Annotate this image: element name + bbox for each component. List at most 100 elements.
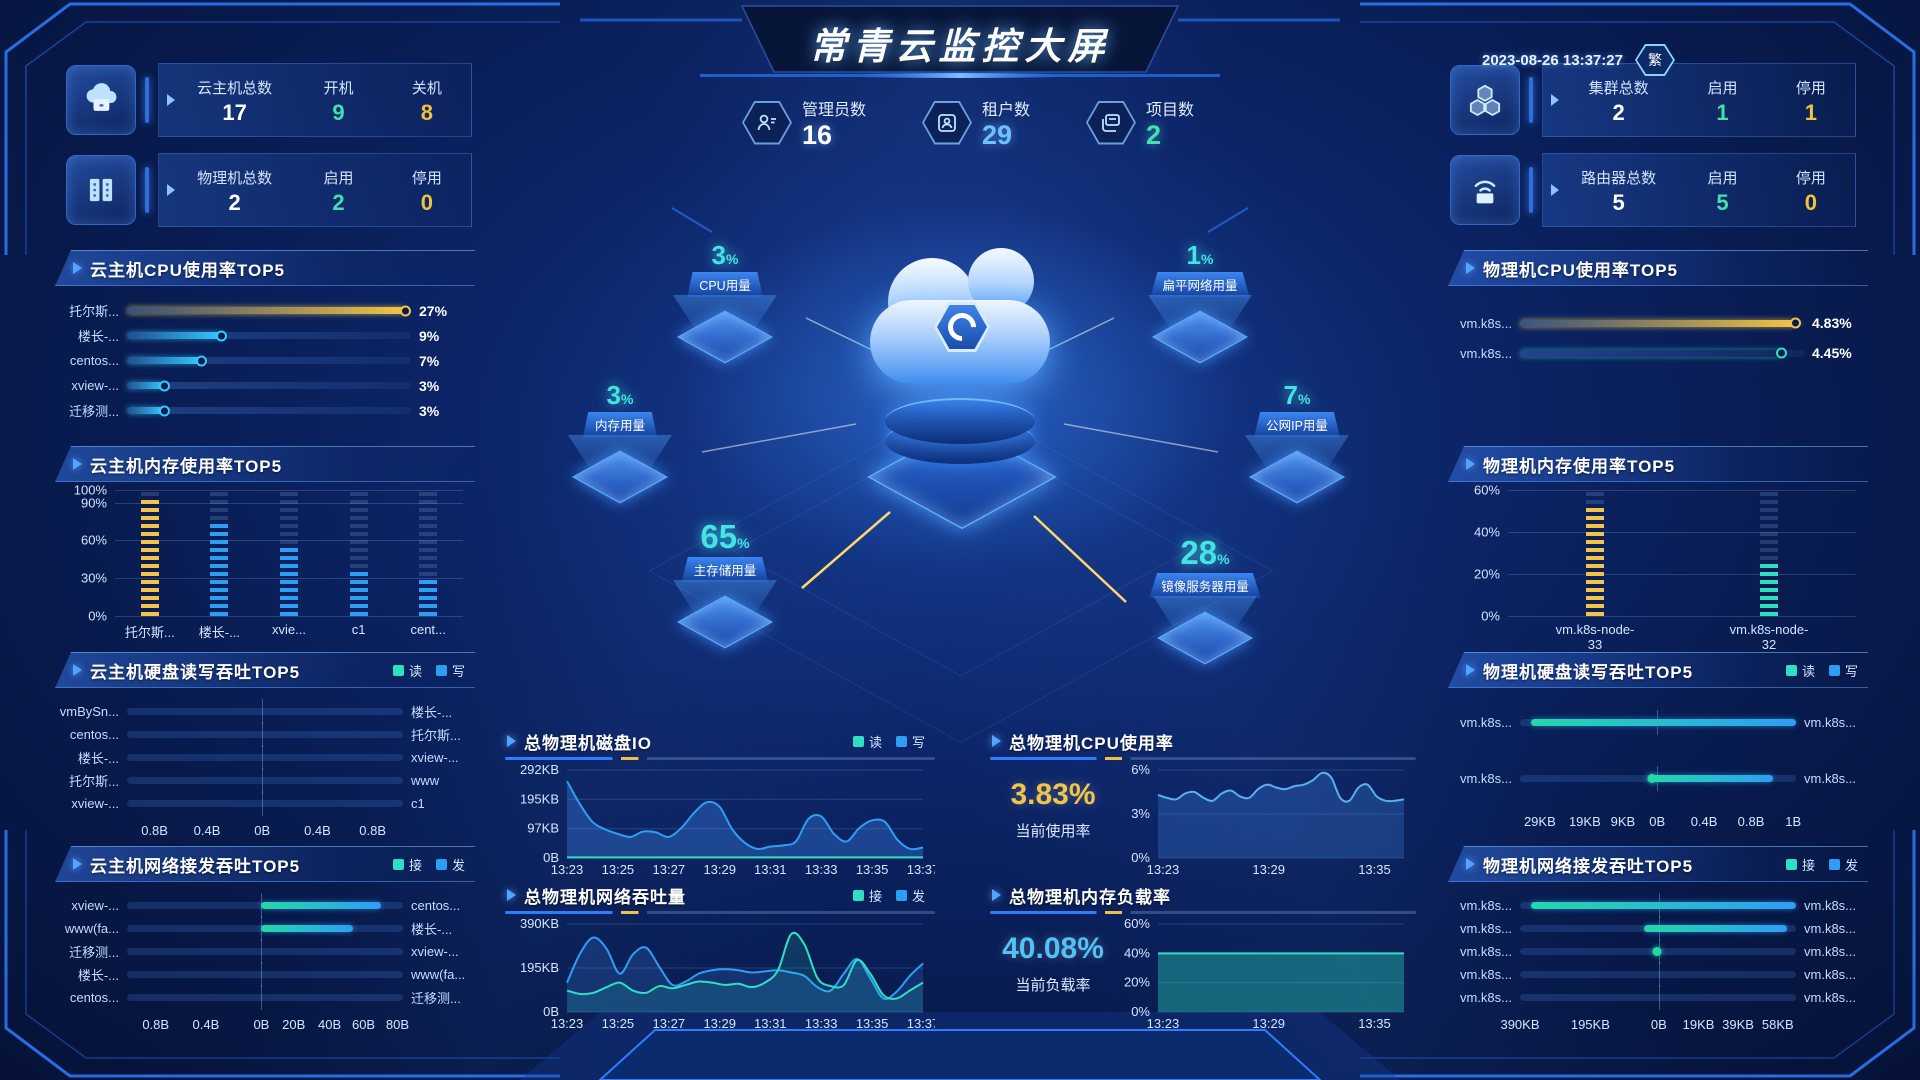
bar-label: xview-... xyxy=(71,378,119,393)
bar-value: 3% xyxy=(419,377,440,394)
chevron-icon xyxy=(1466,262,1475,274)
axis-tick: 19KB xyxy=(1568,814,1601,829)
stat-card-routers[interactable]: 路由器总数 5 启用 5 停用 0 xyxy=(1450,152,1856,228)
chart-body: vm.k8s... 4.83% vm.k8s... 4.45% xyxy=(1448,286,1868,408)
y-tick-label: 100% xyxy=(73,482,107,498)
bar-row: vm.k8s... 4.83% xyxy=(1448,308,1868,338)
axis-tick: 0.4B xyxy=(304,823,331,838)
bar-fill xyxy=(1644,925,1787,932)
left-label: 楼长-... xyxy=(77,751,119,766)
chart-total-cpu-usage: 总物理机CPU使用率 3.83% 当前使用率 6% 3% 0% 13:23 13:29 1… xyxy=(990,728,1416,880)
bar-track xyxy=(127,768,403,793)
axis: 390KB 195KB 0B 19KB 39KB 58KB xyxy=(1500,1017,1796,1037)
bar-row: vmBySn... 楼长-... xyxy=(55,699,475,724)
bar-fill xyxy=(127,330,227,341)
bar-track xyxy=(1520,916,1796,941)
chart-body: vmBySn... 楼长-... centos... 托尔斯... 楼长-... xvie… xyxy=(55,688,475,840)
svg-text:6%: 6% xyxy=(1131,762,1150,777)
bar-track xyxy=(127,722,403,747)
usage-label: 内存用量 xyxy=(582,412,657,437)
bar-label: 迁移测... xyxy=(69,404,119,419)
stat-value: 2 xyxy=(228,189,241,215)
svg-text:13:27: 13:27 xyxy=(653,862,686,877)
axis-tick: 0B xyxy=(254,823,271,838)
svg-text:20%: 20% xyxy=(1124,975,1150,990)
bar-dot xyxy=(1652,947,1662,956)
stat-value: 5 xyxy=(1612,189,1625,215)
bar-marker xyxy=(158,405,170,416)
stat-value: 0 xyxy=(420,189,433,215)
gridline xyxy=(1508,531,1856,533)
overview-value: 16 xyxy=(802,120,833,150)
bar-track xyxy=(127,355,411,366)
legend-item: 写 xyxy=(435,661,465,680)
header-underline xyxy=(505,757,935,760)
axis-tick: 9KB xyxy=(1610,814,1636,829)
lang-toggle-button[interactable]: 繁 xyxy=(1634,44,1675,76)
stat-label: 停用 xyxy=(1795,169,1826,187)
bar-fill xyxy=(419,578,438,616)
svg-text:13:27: 13:27 xyxy=(653,1016,686,1031)
bar-row: xview-... c1 xyxy=(55,791,475,816)
divider xyxy=(1529,167,1533,213)
chevron-icon xyxy=(73,262,82,274)
bar-fill xyxy=(280,546,298,616)
svg-text:195KB: 195KB xyxy=(520,791,559,806)
svg-text:0%: 0% xyxy=(1131,850,1150,865)
legend-item: 读 xyxy=(392,661,422,680)
zero-line xyxy=(262,699,264,724)
panel-cloud-host-disk-top5: 云主机硬盘读写吞吐TOP5 读写 vmBySn... 楼长-... centos...… xyxy=(55,652,475,844)
bar-track xyxy=(127,305,412,316)
right-label: vm.k8s... xyxy=(1804,921,1857,936)
stat-label: 关机 xyxy=(411,79,442,97)
stat-value: 1 xyxy=(1804,99,1817,125)
axis-tick: 0.4B xyxy=(192,1017,220,1032)
usage-callout-storage: 65% 主存储用量 xyxy=(640,520,810,656)
panel-header: 物理机内存使用率TOP5 xyxy=(1448,446,1868,482)
bar-value: 4.45% xyxy=(1812,345,1852,361)
header-underline xyxy=(990,911,1416,914)
legend-label: 接 xyxy=(868,888,882,904)
bar-rows: vm.k8s... vm.k8s... vm.k8s... vm.k8s... vm.k… xyxy=(1448,882,1868,1010)
stat-label: 集群总数 xyxy=(1588,79,1649,97)
bar-row: xview-... 3% xyxy=(55,373,475,398)
stat-label: 启用 xyxy=(1707,169,1738,187)
chevron-icon xyxy=(73,858,82,870)
bar-row: centos... 7% xyxy=(55,348,475,373)
left-label: xview-... xyxy=(71,796,119,811)
legend-item: 接 xyxy=(852,886,882,905)
legend: 读写 xyxy=(852,732,935,751)
stat-value: 1 xyxy=(1716,99,1729,125)
panel-title: 物理机CPU使用率TOP5 xyxy=(1483,260,1678,280)
svg-text:13:23: 13:23 xyxy=(1147,862,1180,877)
expand-arrow-icon xyxy=(167,94,175,106)
stat-card-physical-machines[interactable]: 物理机总数 2 启用 2 停用 0 xyxy=(66,152,472,228)
legend-swatch xyxy=(895,889,907,901)
svg-text:13:29: 13:29 xyxy=(703,1016,736,1031)
panel-title: 物理机硬盘读写吞吐TOP5 xyxy=(1483,662,1694,682)
chevron-icon xyxy=(992,889,1001,901)
axis: 29KB 19KB 9KB 0B 0.4B 0.8B 1B xyxy=(1520,814,1801,834)
bar-value: 3% xyxy=(419,402,440,419)
bar-marker xyxy=(215,330,227,341)
stat-card-cloud-hosts[interactable]: 云主机总数 17 开机 9 关机 8 xyxy=(66,62,472,138)
page-title: 常青云监控大屏 xyxy=(809,26,1111,67)
chevron-icon xyxy=(507,889,516,901)
bar-label: 托尔斯... xyxy=(69,304,119,319)
bar-track xyxy=(1520,317,1804,329)
panel-header: 云主机硬盘读写吞吐TOP5 读写 xyxy=(55,652,475,688)
panel-header: 云主机网络接发吞吐TOP5 接发 xyxy=(55,846,475,882)
usage-callout-public-ip: 7% 公网IP用量 xyxy=(1212,382,1382,511)
timestamp: 2023-08-26 13:37:27 xyxy=(1482,51,1623,69)
bar-label: vm.k8s... xyxy=(1459,315,1512,331)
legend-swatch xyxy=(1785,858,1797,870)
axis-tick: 0B xyxy=(1650,1017,1667,1032)
physical-server-icon xyxy=(66,155,136,225)
chart-body: xview-... centos... www(fa... 楼长-... 迁移测... x… xyxy=(55,882,475,1034)
chart-body: 100% 90% 60% 30% 0% 托尔斯... 楼长-... xvie... c1 cent… xyxy=(55,482,475,642)
bar-track xyxy=(127,745,403,770)
bar-fill xyxy=(1530,902,1796,909)
panel-cloud-host-memory-top5: 云主机内存使用率TOP5 100% 90% 60% 30% 0% 托尔斯... 楼长-...… xyxy=(55,446,475,646)
